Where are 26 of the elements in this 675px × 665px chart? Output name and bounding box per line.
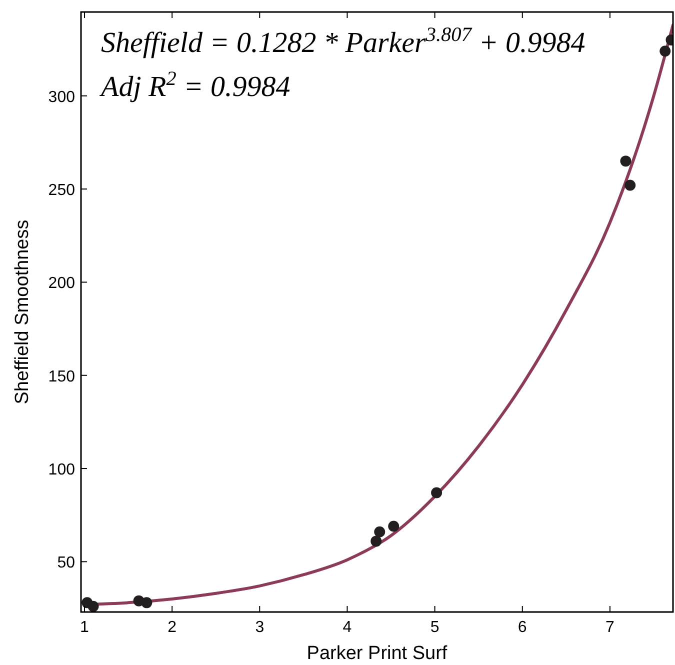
x-tick-label: 5 bbox=[430, 619, 440, 636]
x-tick-label: 2 bbox=[168, 619, 177, 636]
x-tick-label: 6 bbox=[518, 619, 527, 636]
point bbox=[141, 597, 152, 608]
y-axis-title: Sheffield Smoothness bbox=[12, 220, 33, 404]
point bbox=[388, 520, 400, 532]
annotation: Adj R$^{2}$ = 0.9984 bbox=[99, 68, 290, 103]
x-tick-label: 7 bbox=[605, 619, 614, 636]
y-tick-label: 100 bbox=[48, 462, 76, 479]
point bbox=[624, 180, 636, 191]
y-tick-label: 50 bbox=[57, 554, 76, 572]
point bbox=[431, 487, 442, 498]
x-tick-label: 1 bbox=[80, 619, 90, 636]
point bbox=[88, 600, 99, 612]
point bbox=[620, 156, 632, 167]
point bbox=[370, 536, 382, 547]
annotation: Sheffield = 0.1282 * Parker$^{3.807}$ + 0.9984 bbox=[101, 24, 586, 59]
x-tick-label: 4 bbox=[342, 619, 352, 636]
point bbox=[660, 46, 671, 57]
x-tick-label: 3 bbox=[255, 619, 264, 636]
y-tick-label: 250 bbox=[48, 182, 76, 200]
y-tick-label: 200 bbox=[48, 275, 76, 292]
y-tick-label: 300 bbox=[48, 88, 76, 106]
y-tick-label: 150 bbox=[48, 368, 76, 386]
point bbox=[374, 526, 386, 538]
x-axis-title: Parker Print Surf bbox=[306, 643, 448, 664]
